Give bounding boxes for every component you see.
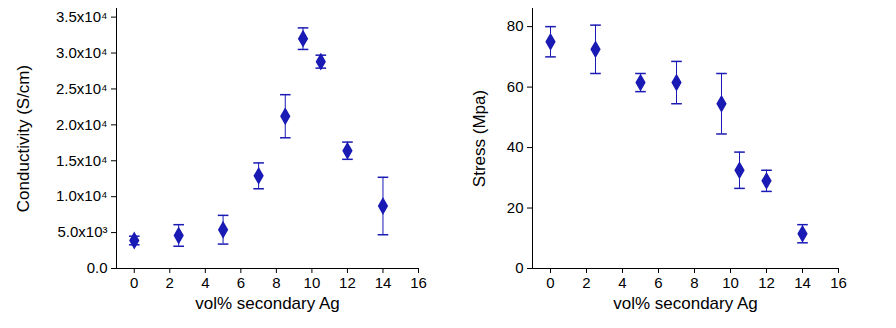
svg-text:Stress (Mpa): Stress (Mpa) — [470, 90, 489, 187]
svg-text:10: 10 — [304, 274, 321, 291]
svg-text:2: 2 — [166, 274, 174, 291]
svg-text:4: 4 — [618, 274, 626, 291]
svg-text:1.0x10⁴: 1.0x10⁴ — [56, 187, 107, 204]
svg-text:6: 6 — [237, 274, 245, 291]
svg-text:5.0x10³: 5.0x10³ — [57, 223, 107, 240]
svg-text:3.5x10⁴: 3.5x10⁴ — [56, 8, 107, 25]
svg-text:60: 60 — [507, 78, 524, 95]
svg-text:10: 10 — [722, 274, 739, 291]
svg-text:vol% secondary Ag: vol% secondary Ag — [195, 294, 340, 313]
svg-text:8: 8 — [690, 274, 698, 291]
svg-text:4: 4 — [201, 274, 209, 291]
svg-text:2.5x10⁴: 2.5x10⁴ — [56, 80, 107, 97]
svg-text:vol% secondary Ag: vol% secondary Ag — [613, 294, 758, 313]
svg-text:2: 2 — [582, 274, 590, 291]
svg-text:12: 12 — [339, 274, 356, 291]
svg-text:1.5x10⁴: 1.5x10⁴ — [56, 152, 107, 169]
svg-text:0: 0 — [515, 259, 523, 276]
svg-text:Conductivity (S/cm): Conductivity (S/cm) — [14, 65, 33, 212]
svg-text:2.0x10⁴: 2.0x10⁴ — [56, 116, 107, 133]
svg-text:8: 8 — [272, 274, 280, 291]
svg-text:16: 16 — [410, 274, 427, 291]
svg-text:3.0x10⁴: 3.0x10⁴ — [56, 44, 107, 61]
svg-text:40: 40 — [507, 138, 524, 155]
svg-text:6: 6 — [654, 274, 662, 291]
svg-text:20: 20 — [507, 199, 524, 216]
svg-text:0: 0 — [130, 274, 138, 291]
svg-text:14: 14 — [375, 274, 392, 291]
svg-text:0: 0 — [546, 274, 554, 291]
svg-text:16: 16 — [830, 274, 847, 291]
svg-text:14: 14 — [794, 274, 811, 291]
svg-text:80: 80 — [507, 17, 524, 34]
svg-text:12: 12 — [758, 274, 775, 291]
svg-text:0.0: 0.0 — [87, 259, 108, 276]
